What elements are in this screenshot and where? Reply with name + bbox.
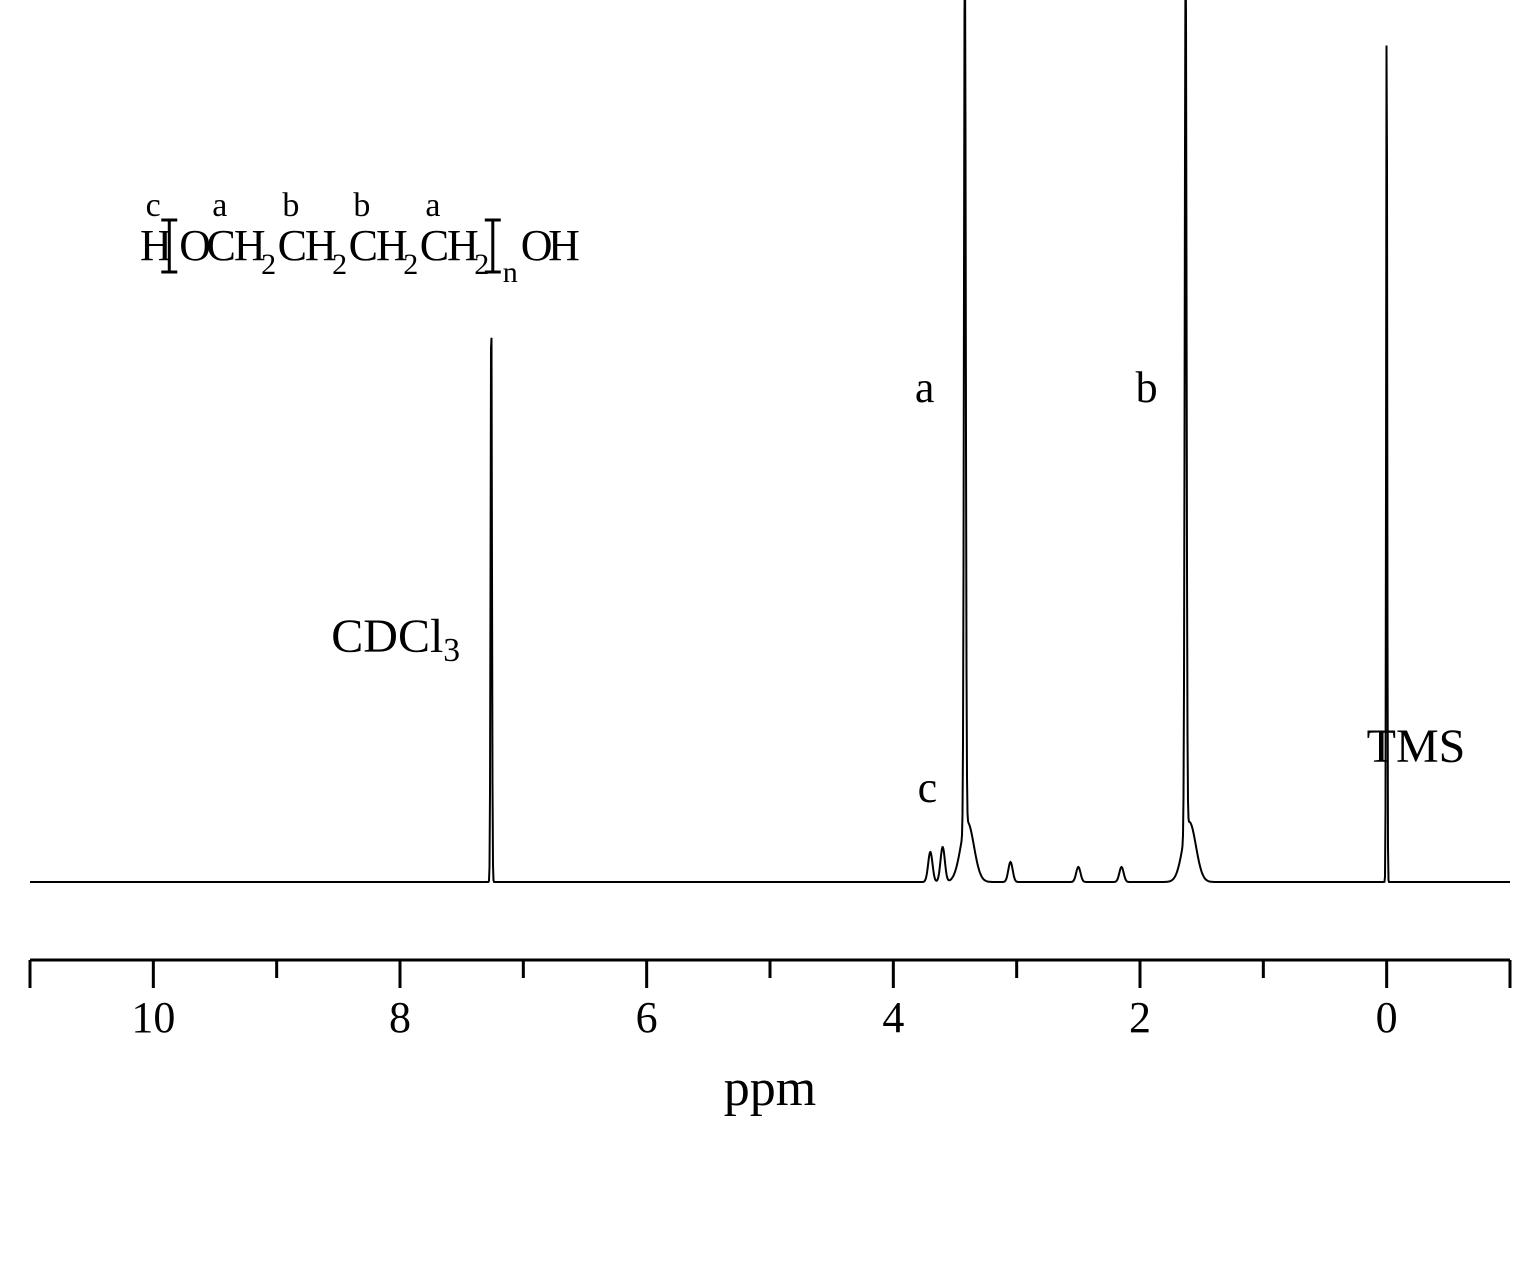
svg-text:2: 2 [261,248,276,281]
peak-label-TMS: TMS [1367,720,1466,773]
svg-text:2: 2 [403,248,418,281]
x-tick-label: 10 [131,993,175,1042]
svg-text:2: 2 [332,248,347,281]
svg-text:a: a [212,187,227,224]
svg-text:b: b [282,187,299,224]
svg-text:c: c [146,187,161,224]
svg-text:C: C [349,221,378,270]
peak-label-b: b [1136,363,1158,412]
x-tick-label: 0 [1376,993,1398,1042]
x-axis-label: ppm [724,1060,816,1117]
svg-text:C: C [278,221,307,270]
nmr-spectrum-svg: CDCl3cabTMS0246810ppmcHOaCH2bCH2bCH2aCH2… [0,0,1533,1276]
peak-label-CDCl3: CDCl3 [331,610,460,669]
x-tick-label: 2 [1129,993,1151,1042]
peak-label-c: c [918,763,938,812]
svg-text:CDCl3: CDCl3 [331,610,460,669]
nmr-spectrum-container: CDCl3cabTMS0246810ppmcHOaCH2bCH2bCH2aCH2… [0,0,1533,1276]
peak-label-a: a [915,363,935,412]
svg-text:H: H [548,221,580,270]
svg-text:b: b [353,187,370,224]
x-tick-label: 4 [882,993,904,1042]
svg-text:2: 2 [474,248,489,281]
x-tick-label: 6 [636,993,658,1042]
svg-text:n: n [503,256,518,289]
svg-text:a: a [425,187,440,224]
svg-text:H: H [140,221,172,270]
svg-text:C: C [207,221,236,270]
svg-text:C: C [420,221,449,270]
x-tick-label: 8 [389,993,411,1042]
